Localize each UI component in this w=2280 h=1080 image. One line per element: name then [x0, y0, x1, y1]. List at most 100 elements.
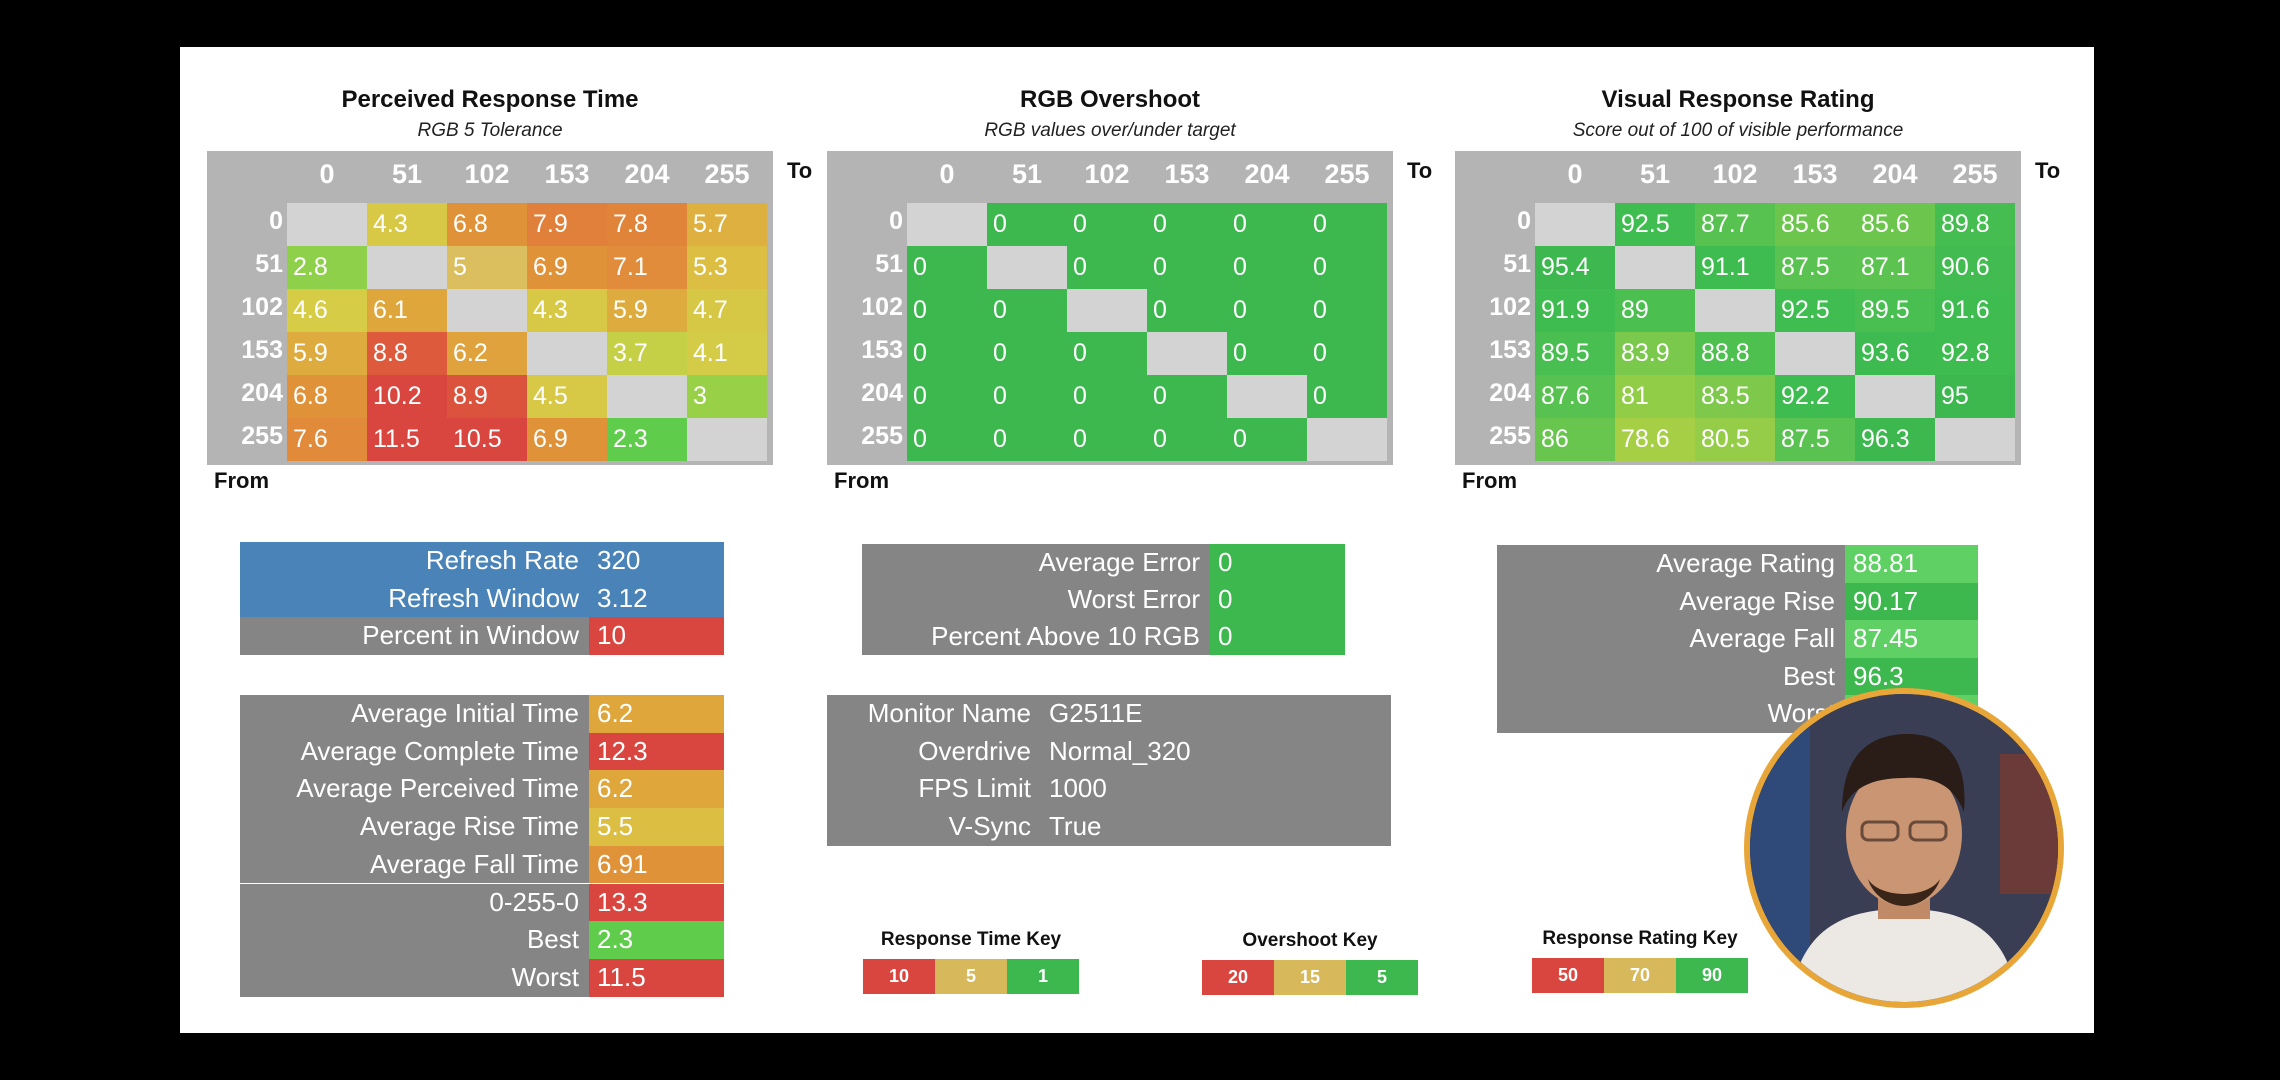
- rating-cell: 87.5: [1775, 418, 1855, 461]
- overshoot-title: RGB Overshoot: [1019, 86, 1201, 113]
- rating-cell: 90.6: [1935, 246, 2015, 289]
- monitor-box-label: Monitor Name: [827, 695, 1041, 733]
- timing-box-row: Average Initial Time 6.2: [240, 695, 724, 733]
- refresh-box-label: Refresh Window: [240, 579, 589, 617]
- timing-box-value: 2.3: [589, 921, 724, 959]
- rating-cell: 89.8: [1935, 203, 2015, 246]
- error-box-value: 0: [1210, 544, 1345, 581]
- overshoot-cell: 0: [1147, 289, 1227, 332]
- response-time-cell: [367, 246, 447, 289]
- rating-cell: 92.5: [1775, 289, 1855, 332]
- overshoot-cell: 0: [1227, 332, 1307, 375]
- rating-box-label: Average Fall: [1497, 620, 1845, 658]
- response-time-cell: 6.1: [367, 289, 447, 332]
- overshoot-cell: 0: [907, 332, 987, 375]
- timing-box-label: Average Fall Time: [240, 845, 589, 884]
- response-time-cell: [527, 332, 607, 375]
- timing-box-value: 5.5: [589, 808, 724, 846]
- response-time-cell: [447, 289, 527, 332]
- refresh-box-label: Refresh Rate: [240, 542, 589, 580]
- timing-box-row: Best 2.3: [240, 921, 724, 959]
- rating-matrix: 0 51 102 153 204 255 0 92.5 87.7 85.6 85.6 89.8 51 95…: [1455, 151, 2021, 465]
- overshoot-cell: 0: [987, 289, 1067, 332]
- rating-cell: 88.8: [1695, 332, 1775, 375]
- rating-cell: 89.5: [1535, 332, 1615, 375]
- rating-cell: 87.1: [1855, 246, 1935, 289]
- overshoot-cell: [1227, 375, 1307, 418]
- rating-cell: [1935, 418, 2015, 461]
- timing-box-row: 0-255-0 13.3: [240, 883, 724, 922]
- rating-box-value: 88.81: [1845, 545, 1978, 583]
- response-time-cell: 5.3: [687, 246, 767, 289]
- response-time-from-label: From: [214, 468, 269, 493]
- overshoot-row-header: 102: [861, 293, 903, 321]
- overshoot-cell: 0: [1067, 375, 1147, 418]
- overshoot-key-swatch: 20: [1202, 960, 1274, 995]
- overshoot-col-header: 0: [939, 159, 955, 189]
- error-box-value: 0: [1210, 581, 1345, 618]
- rating-row-header: 255: [1489, 422, 1531, 450]
- timing-box-row: Average Perceived Time 6.2: [240, 770, 724, 809]
- response-time-row-header: 255: [241, 422, 283, 450]
- response-time-row-header: 204: [241, 379, 283, 407]
- timing-box-label: Average Perceived Time: [240, 770, 589, 809]
- rating-to-label: To: [2035, 158, 2061, 183]
- response-time-cell: 4.5: [527, 375, 607, 418]
- rating-row-header: 204: [1489, 379, 1531, 407]
- response-time-cell: 6.9: [527, 246, 607, 289]
- rating-cell: 91.6: [1935, 289, 2015, 332]
- error-box-label: Worst Error: [862, 581, 1210, 618]
- response-time-cell: 11.5: [367, 418, 447, 461]
- rating-box-row: Average Rise 90.17: [1497, 582, 1978, 620]
- refresh-box-label: Percent in Window: [240, 617, 589, 655]
- response-rating-key-title: Response Rating Key: [1542, 928, 1738, 949]
- rating-cell: 78.6: [1615, 418, 1695, 461]
- error-box-label: Percent Above 10 RGB: [862, 618, 1210, 655]
- response-time-key-title: Response Time Key: [880, 929, 1062, 950]
- error-box-label: Average Error: [862, 544, 1210, 581]
- response-time-cell: 4.1: [687, 332, 767, 375]
- overshoot-cell: [1307, 418, 1387, 461]
- response-time-col-header: 255: [704, 159, 750, 189]
- rating-cell: 95.4: [1535, 246, 1615, 289]
- overshoot-col-header: 204: [1244, 159, 1290, 189]
- error-box-row: Percent Above 10 RGB 0: [862, 618, 1345, 655]
- overshoot-cell: 0: [1067, 332, 1147, 375]
- overshoot-subtitle: RGB values over/under target: [984, 120, 1236, 141]
- rating-cell: 81: [1615, 375, 1695, 418]
- overshoot-cell: [1147, 332, 1227, 375]
- timing-box-row: Worst 11.5: [240, 958, 724, 997]
- overshoot-cell: 0: [1227, 203, 1307, 246]
- overshoot-row-header: 153: [861, 336, 903, 364]
- timing-box-value: 6.2: [589, 770, 724, 809]
- presenter-avatar: [1750, 694, 2058, 1002]
- overshoot-cell: 0: [907, 375, 987, 418]
- overshoot-cell: 0: [1067, 418, 1147, 461]
- overshoot-cell: [987, 246, 1067, 289]
- rating-cell: [1615, 246, 1695, 289]
- overshoot-row-header: 51: [875, 250, 903, 278]
- rating-box-row: Average Rating 88.81: [1497, 545, 1978, 583]
- timing-box-row: Average Rise Time 5.5: [240, 808, 724, 846]
- rating-cell: 92.2: [1775, 375, 1855, 418]
- overshoot-cell: 0: [987, 375, 1067, 418]
- refresh-box-value: 10: [589, 617, 724, 655]
- overshoot-cell: 0: [987, 203, 1067, 246]
- response-time-cell: 6.2: [447, 332, 527, 375]
- response-time-row-header: 102: [241, 293, 283, 321]
- rating-col-header: 153: [1792, 159, 1838, 189]
- overshoot-row-header: 0: [889, 207, 903, 235]
- response-time-col-header: 0: [319, 159, 335, 189]
- rating-cell: 96.3: [1855, 418, 1935, 461]
- refresh-box-value: 3.12: [589, 579, 724, 617]
- rating-box-value: 90.17: [1845, 582, 1978, 620]
- response-time-row-header: 153: [241, 336, 283, 364]
- rating-cell: 83.9: [1615, 332, 1695, 375]
- overshoot-cell: 0: [1147, 375, 1227, 418]
- overshoot-col-header: 255: [1324, 159, 1370, 189]
- rating-box-value: 96.3: [1845, 657, 1978, 695]
- response-time-col-header: 153: [544, 159, 590, 189]
- monitor-box-row: FPS Limit 1000: [827, 770, 1391, 809]
- rating-cell: 87.6: [1535, 375, 1615, 418]
- overshoot-cell: 0: [987, 418, 1067, 461]
